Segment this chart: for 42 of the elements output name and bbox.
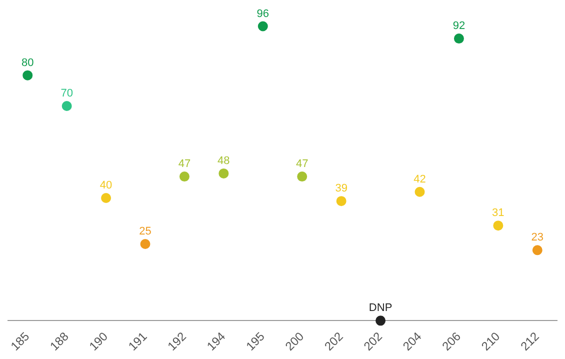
x-tick-label: 204	[400, 329, 424, 354]
point	[336, 196, 346, 206]
x-tick-label: 194	[204, 329, 228, 354]
data-label: 47	[296, 158, 308, 170]
x-tick-label: 191	[126, 329, 150, 354]
x-tick-label: 212	[518, 329, 542, 354]
point	[218, 168, 229, 178]
x-tick-label: 195	[243, 329, 268, 354]
point	[101, 192, 112, 203]
data-label: 40	[100, 180, 112, 192]
data-label: 42	[414, 173, 426, 186]
point	[62, 101, 72, 111]
data-label: 31	[492, 207, 504, 220]
point	[140, 238, 150, 249]
x-tick-label: 206	[439, 329, 464, 354]
data-label: 39	[335, 182, 348, 195]
data-label: DNP	[368, 302, 392, 314]
data-label: 96	[256, 8, 270, 20]
data-label: 25	[139, 226, 152, 238]
x-tick-label: 190	[86, 329, 111, 354]
data-label: 70	[60, 88, 73, 100]
point	[414, 186, 425, 197]
x-tick-label: 192	[164, 329, 190, 354]
data-label: 48	[218, 154, 230, 167]
point	[258, 21, 268, 32]
point	[376, 316, 386, 326]
point	[22, 70, 33, 80]
point	[297, 172, 308, 182]
x-tick-label: 188	[47, 329, 72, 354]
data-label: 80	[21, 56, 34, 69]
x-tick-label: 210	[478, 329, 503, 354]
x-tick-label: 185	[8, 329, 32, 354]
data-label: 23	[531, 232, 544, 244]
x-tick-label: 202	[322, 329, 346, 354]
x-tick-label: 202	[360, 329, 386, 354]
data-label: 92	[452, 20, 466, 32]
x-tick-label: 200	[282, 329, 307, 354]
data-label: 47	[178, 158, 191, 170]
point	[532, 245, 542, 256]
point	[493, 220, 504, 231]
point	[179, 172, 190, 182]
point	[454, 34, 464, 44]
